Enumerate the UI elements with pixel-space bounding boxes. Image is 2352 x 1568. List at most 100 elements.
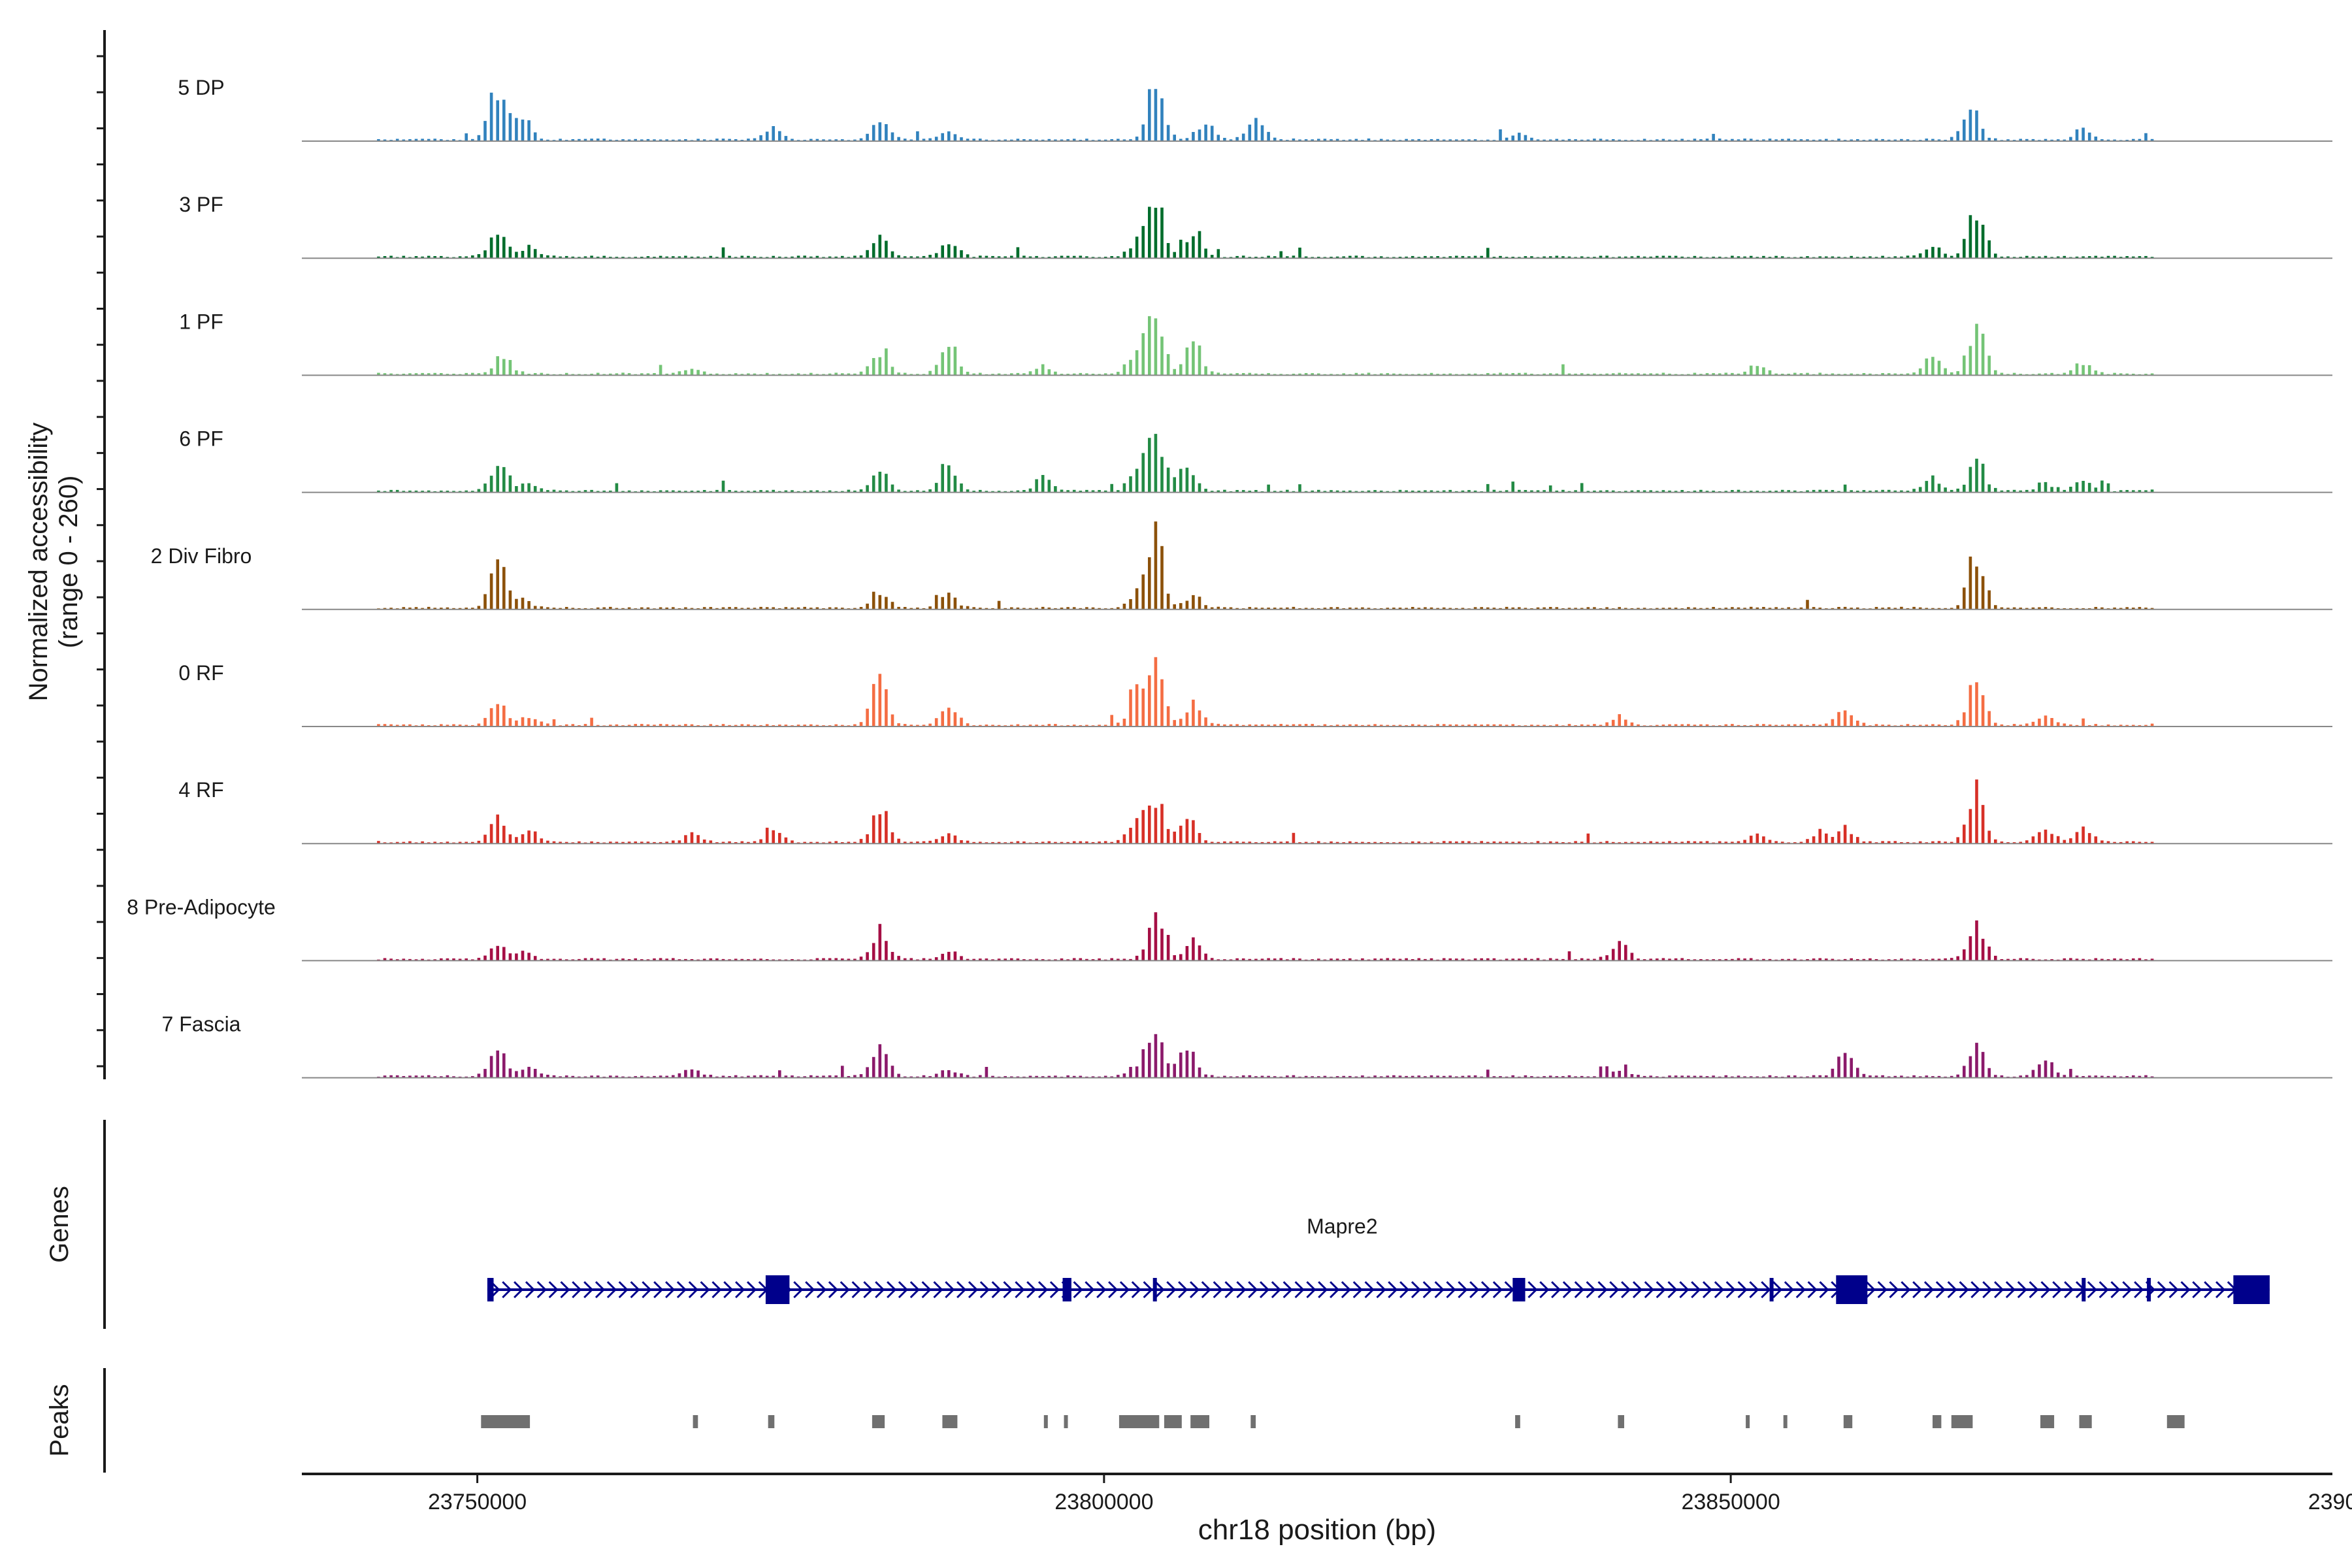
coverage-bar	[1254, 607, 1258, 610]
coverage-bar	[1524, 256, 1527, 259]
coverage-bar	[1160, 546, 1164, 610]
coverage-bar	[1511, 373, 1514, 376]
coverage-bar	[1944, 841, 1947, 844]
coverage-bar	[1968, 556, 1972, 610]
coverage-bar	[640, 841, 644, 844]
coverage-bar	[1298, 842, 1301, 844]
strand-arrow	[1458, 1281, 1468, 1299]
coverage-bar	[496, 356, 499, 376]
coverage-bar	[1054, 1075, 1057, 1078]
strand-arrow	[1306, 1281, 1316, 1299]
coverage-bar	[1963, 712, 1966, 727]
coverage-bar	[1831, 373, 1835, 376]
strand-arrow	[525, 1281, 536, 1299]
coverage-bar	[1223, 724, 1226, 727]
coverage-bar	[1987, 830, 1991, 844]
coverage-bar	[502, 99, 506, 141]
coverage-bar	[1286, 841, 1289, 844]
coverage-bar	[1518, 489, 1521, 493]
strand-arrow	[746, 1281, 757, 1299]
coverage-bar	[1304, 373, 1308, 376]
coverage-bar	[1668, 841, 1671, 844]
coverage-bar	[1548, 958, 1552, 961]
coverage-bar	[1737, 373, 1740, 376]
coverage-bar	[1379, 256, 1383, 259]
coverage-bar	[1241, 1075, 1245, 1078]
coverage-bar	[377, 256, 380, 259]
coverage-bar	[1342, 491, 1345, 493]
coverage-bar	[1743, 958, 1746, 961]
coverage-bar	[1035, 255, 1038, 259]
coverage-bar	[1185, 242, 1189, 259]
coverage-bar	[2038, 256, 2041, 259]
coverage-bar	[1267, 608, 1270, 610]
coverage-bar	[1148, 438, 1151, 493]
coverage-bar	[1254, 958, 1258, 961]
coverage-bar	[759, 1075, 762, 1078]
coverage-bar	[753, 1075, 757, 1078]
coverage-bar	[559, 841, 562, 844]
coverage-bar	[1642, 139, 1646, 141]
coverage-bar	[972, 373, 975, 376]
coverage-bar	[564, 255, 568, 259]
coverage-bar	[1831, 1068, 1835, 1078]
coverage-bar	[1762, 724, 1765, 727]
coverage-bar	[1912, 255, 1916, 259]
coverage-bar	[1398, 374, 1402, 376]
strand-arrow	[1749, 1281, 1759, 1299]
coverage-bar	[408, 490, 412, 493]
coverage-bar	[521, 120, 525, 141]
coverage-bar	[1486, 373, 1490, 376]
coverage-bar	[665, 607, 668, 610]
coverage-bar	[709, 958, 713, 961]
coverage-bar	[1424, 958, 1427, 961]
coverage-bar	[1480, 958, 1483, 961]
strand-arrow	[1282, 1281, 1293, 1299]
coverage-bar	[1793, 139, 1797, 141]
coverage-bar	[621, 372, 625, 376]
coverage-bar	[1417, 491, 1421, 493]
coverage-bar	[1354, 372, 1358, 376]
coverage-bar	[916, 841, 919, 844]
coverage-bar	[533, 831, 537, 844]
coverage-bar	[1874, 607, 1878, 610]
coverage-bar	[966, 372, 970, 376]
coverage-bar	[1724, 139, 1728, 141]
coverage-bar	[1856, 959, 1859, 961]
coverage-bar	[471, 608, 474, 610]
coverage-bar	[1705, 724, 1709, 727]
coverage-bar	[1530, 490, 1533, 493]
coverage-bar	[1166, 593, 1170, 610]
coverage-bar	[1906, 255, 1910, 259]
coverage-bar	[1248, 1075, 1252, 1078]
coverage-bar	[1837, 607, 1840, 610]
coverage-bar	[1304, 256, 1308, 259]
strand-arrow	[1049, 1281, 1060, 1299]
coverage-bar	[1041, 841, 1045, 844]
coverage-bar	[564, 490, 568, 493]
coverage-bar	[2125, 490, 2129, 493]
coverage-bar	[1731, 490, 1734, 493]
coverage-bar	[1317, 958, 1320, 961]
coverage-bar	[1486, 841, 1490, 844]
coverage-bar	[1543, 607, 1546, 610]
coverage-bar	[1918, 253, 1922, 259]
coverage-bar	[1831, 958, 1835, 961]
coverage-bar	[1241, 841, 1245, 844]
coverage-bar	[1793, 490, 1797, 493]
coverage-bar	[953, 951, 957, 961]
coverage-bar	[1831, 837, 1835, 844]
strand-arrow	[1795, 1281, 1806, 1299]
coverage-bar	[866, 603, 869, 610]
coverage-bar	[1160, 207, 1164, 259]
strand-arrow	[1982, 1281, 1993, 1299]
coverage-bar	[1505, 257, 1509, 259]
coverage-bar	[866, 834, 869, 844]
coverage-bar	[1656, 958, 1659, 961]
coverage-bar	[2150, 608, 2154, 610]
coverage-bar	[1756, 366, 1759, 376]
coverage-bar	[1135, 1066, 1139, 1078]
coverage-bar	[508, 246, 512, 259]
coverage-bar	[1117, 490, 1120, 493]
coverage-bar	[1994, 253, 1997, 259]
